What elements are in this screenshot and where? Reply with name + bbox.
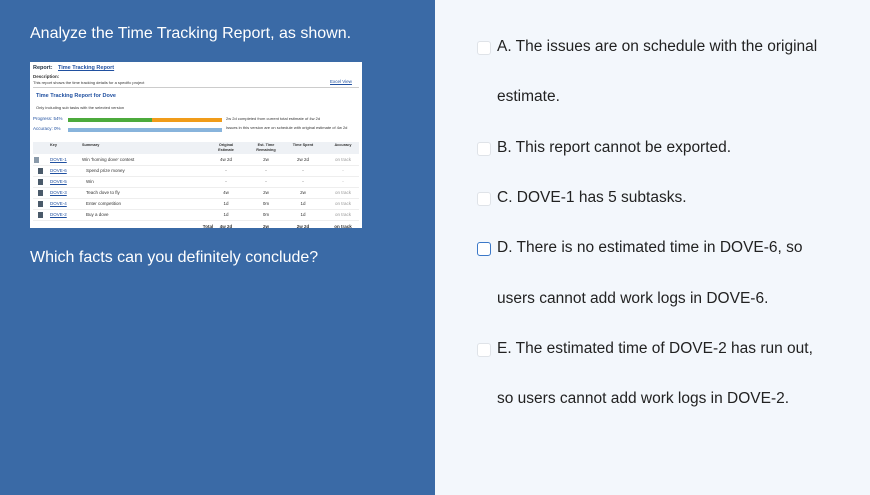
column-header: Key xyxy=(50,143,57,147)
issue-summary: Enter competition xyxy=(86,201,122,206)
issue-summary: Win xyxy=(86,179,94,184)
issue-key[interactable]: DOVE-5 xyxy=(50,179,67,184)
issue-icon xyxy=(38,201,43,207)
checkbox[interactable] xyxy=(477,191,491,206)
option-text[interactable]: D. There is no estimated time in DOVE-6,… xyxy=(497,239,803,257)
issue-key[interactable]: DOVE-2 xyxy=(50,212,67,217)
issue-cell: 2w xyxy=(263,190,269,195)
option-text: users cannot add work logs in DOVE-6. xyxy=(497,289,769,307)
issue-key[interactable]: DOVE-6 xyxy=(50,168,67,173)
issue-cell: - xyxy=(302,179,304,184)
divider xyxy=(33,87,359,88)
issue-cell: 1d xyxy=(300,212,306,217)
question: Analyze the Time Tracking Report, as sho… xyxy=(30,25,352,42)
issue-cell: - xyxy=(302,168,304,173)
issue-summary: Teach dove to fly xyxy=(86,190,120,195)
row-line xyxy=(33,187,359,188)
report-name: Time Tracking Report xyxy=(58,65,115,71)
column-header: Accuracy xyxy=(334,143,352,147)
issue-cell: on track xyxy=(334,157,351,162)
issue-key[interactable]: DOVE-4 xyxy=(50,201,67,206)
total-cell: 2w xyxy=(262,224,269,228)
progress-note: 2w 2d completed from current total estim… xyxy=(226,116,321,121)
option-text[interactable]: C. DOVE-1 has 5 subtasks. xyxy=(497,188,687,206)
row-line xyxy=(33,176,359,177)
row-line xyxy=(33,198,359,199)
issue-icon xyxy=(38,179,43,185)
column-header: Time Spent xyxy=(292,143,314,147)
accuracy-label: Accuracy: 0% xyxy=(33,126,61,131)
issue-icon xyxy=(38,168,43,174)
excel-link[interactable]: Excel View xyxy=(330,79,352,84)
report-heading: Time Tracking Report for Dove xyxy=(36,93,116,99)
issue-cell: 0m xyxy=(262,212,270,217)
progress-left xyxy=(152,118,222,122)
issue-cell: - xyxy=(225,179,227,184)
issue-cell: 2w 2d xyxy=(296,157,309,162)
row-line xyxy=(33,209,359,210)
total-cell: on track xyxy=(334,224,352,228)
row-line xyxy=(33,165,359,166)
issue-cell: 0m xyxy=(262,201,270,206)
issue-cell: 1d xyxy=(300,201,306,206)
issue-summary: Win 'homing dove' contest xyxy=(82,157,135,162)
issue-cell: - xyxy=(225,168,227,173)
issue-summary: Spend prize money xyxy=(86,168,125,173)
issue-cell: 1d xyxy=(223,201,229,206)
question-panel: Analyze the Time Tracking Report, as sho… xyxy=(0,0,435,495)
issue-key[interactable]: DOVE-1 xyxy=(50,157,67,162)
column-header: Summary xyxy=(82,143,100,147)
column-header: Est. Time Remaining xyxy=(256,143,276,152)
issue-cell: on track xyxy=(334,212,351,217)
issue-cell: 4w xyxy=(223,190,229,195)
issue-icon xyxy=(34,157,39,163)
issue-cell: 1d xyxy=(223,212,229,217)
total-cell: Total xyxy=(202,224,214,228)
issue-icon xyxy=(38,190,43,196)
issue-cell: 4w 2d xyxy=(219,157,232,162)
accuracy-note: Issues in this version are on schedule w… xyxy=(226,125,348,130)
issue-summary: Buy a dove xyxy=(86,212,109,217)
prompt: Which facts can you definitely conclude? xyxy=(30,249,319,266)
total-cell: 4w 2d xyxy=(219,224,233,228)
issue-cell: - xyxy=(342,168,344,173)
checkbox[interactable] xyxy=(477,342,491,357)
issue-cell: on track xyxy=(334,201,351,206)
option-text: estimate. xyxy=(497,88,560,106)
total-cell: 2w 2d xyxy=(296,224,310,228)
progress-done xyxy=(68,118,152,122)
issue-cell: - xyxy=(265,168,267,173)
checkbox[interactable] xyxy=(477,41,491,55)
issue-key[interactable]: DOVE-3 xyxy=(50,190,67,195)
option-text: so users cannot add work logs in DOVE-2. xyxy=(497,390,790,408)
issue-cell: 2w xyxy=(263,157,269,162)
checkbox[interactable] xyxy=(477,141,491,156)
issue-cell: 2w xyxy=(300,190,306,195)
option-text[interactable]: E. The estimated time of DOVE-2 has run … xyxy=(497,339,813,357)
issue-cell: - xyxy=(265,179,267,184)
row-line xyxy=(33,220,359,221)
accuracy-bar xyxy=(68,128,222,132)
column-header: Original Estimate xyxy=(218,143,234,152)
issue-cell: on track xyxy=(334,190,351,195)
issue-cell: - xyxy=(342,179,344,184)
description: This report shows the time tracking deta… xyxy=(33,80,145,85)
option-text[interactable]: B. This report cannot be exported. xyxy=(497,138,732,156)
description-label: Description: xyxy=(33,74,60,79)
report-screenshot: Report: Time Tracking Report Description: T… xyxy=(30,62,362,228)
option-text[interactable]: A. The issues are on schedule with the o… xyxy=(497,38,818,55)
report-note: Only including sub tasks with the select… xyxy=(36,105,125,110)
progress-label: Progress: 54% xyxy=(33,116,63,121)
report-label: Report: xyxy=(33,65,53,71)
table-header xyxy=(33,142,359,154)
issue-icon xyxy=(38,212,43,218)
checkbox[interactable] xyxy=(477,242,491,257)
